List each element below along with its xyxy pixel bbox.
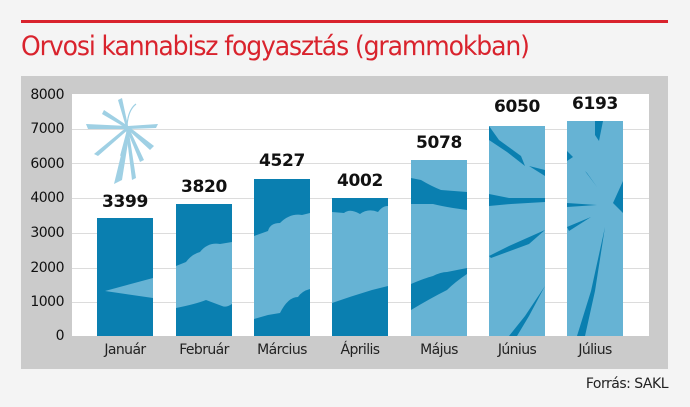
bar-marcius bbox=[254, 179, 310, 336]
bar-julius bbox=[567, 121, 623, 336]
cannabis-leaf-icon bbox=[86, 98, 158, 184]
chart-title: Orvosi kannabisz fogyasztás (grammokban) bbox=[21, 31, 530, 62]
bar-februar bbox=[176, 204, 232, 336]
x-label-aprilis: Április bbox=[340, 342, 381, 358]
y-tick-label: 4000 bbox=[30, 190, 64, 206]
bar-januar bbox=[97, 218, 153, 336]
x-label-junius: Június bbox=[497, 342, 537, 358]
gridline bbox=[72, 129, 649, 130]
bar-aprilis bbox=[332, 198, 388, 336]
y-tick-label: 7000 bbox=[30, 121, 64, 137]
value-label-februar: 3820 bbox=[180, 177, 228, 197]
value-label-junius: 6050 bbox=[493, 97, 541, 117]
value-label-marcius: 4527 bbox=[258, 151, 306, 171]
value-label-majus: 5078 bbox=[415, 133, 463, 153]
y-tick-label: 3000 bbox=[30, 225, 64, 241]
bar-majus bbox=[411, 160, 467, 336]
chart-title-unit: (grammokban) bbox=[354, 31, 530, 62]
value-label-januar: 3399 bbox=[101, 192, 149, 212]
y-tick-label: 8000 bbox=[30, 87, 64, 103]
x-label-januar: Január bbox=[104, 342, 146, 358]
gridline bbox=[72, 163, 649, 164]
value-label-aprilis: 4002 bbox=[336, 171, 384, 191]
y-tick-label: 2000 bbox=[30, 260, 64, 276]
source-note: Forrás: SAKL bbox=[585, 376, 669, 392]
title-rule bbox=[21, 20, 668, 23]
x-label-marcius: Március bbox=[257, 342, 307, 358]
value-label-julius: 6193 bbox=[571, 94, 619, 114]
y-tick-label: 0 bbox=[55, 328, 65, 344]
x-label-majus: Május bbox=[420, 342, 458, 358]
y-tick-label: 1000 bbox=[30, 294, 64, 310]
x-label-julius: Július bbox=[578, 342, 612, 358]
x-label-februar: Február bbox=[179, 342, 229, 358]
bar-junius bbox=[489, 126, 545, 336]
y-tick-label: 6000 bbox=[30, 156, 64, 172]
chart-title-main: Orvosi kannabisz fogyasztás bbox=[21, 31, 349, 62]
